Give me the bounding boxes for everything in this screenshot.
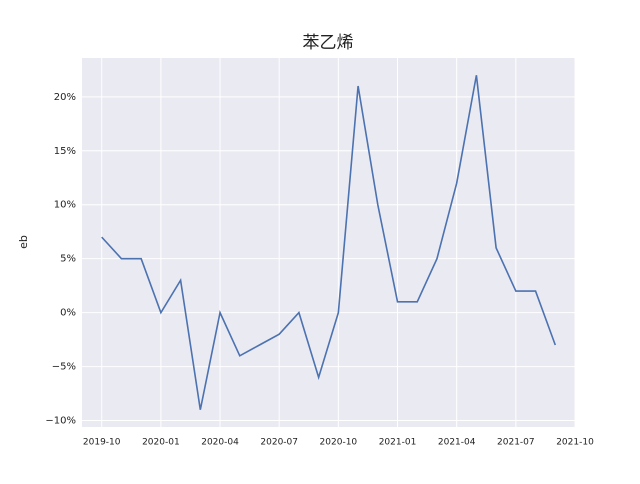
y-tick-label: 10% [54, 200, 76, 211]
data-line [101, 75, 557, 410]
x-tick-label: 2021-01 [379, 438, 417, 448]
x-tick-label: 2020-10 [320, 438, 358, 448]
y-tick-label: 15% [54, 146, 76, 157]
x-tick-label: 2020-04 [201, 438, 239, 448]
y-tick-label: −10% [45, 416, 76, 427]
y-tick-label: 5% [60, 254, 76, 265]
y-tick-label: −5% [52, 362, 76, 373]
x-tick-label: 2019-10 [83, 438, 121, 448]
y-tick-label: 20% [54, 92, 76, 103]
x-tick-label: 2020-07 [260, 438, 298, 448]
x-tick-label: 2020-01 [142, 438, 180, 448]
y-tick-label: 0% [60, 308, 76, 319]
x-tick-label: 2021-10 [556, 438, 594, 448]
chart-title: 苯乙烯 [303, 33, 354, 53]
x-tick-label: 2021-04 [438, 438, 476, 448]
x-tick-label: 2021-07 [497, 438, 535, 448]
plot-area [82, 58, 575, 427]
y-axis-label: eb [17, 235, 30, 249]
